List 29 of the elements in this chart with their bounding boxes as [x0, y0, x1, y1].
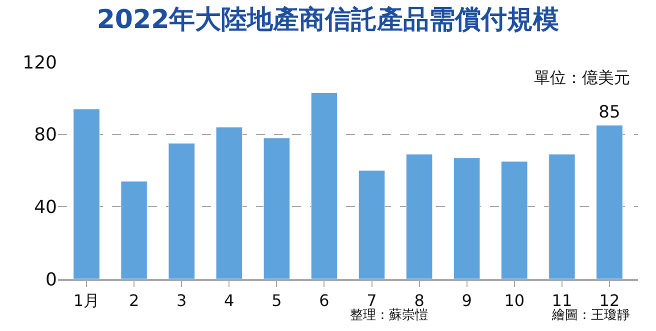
- x-tick-label: 1月: [73, 291, 100, 310]
- x-tick-label: 9: [462, 291, 472, 310]
- data-label: 85: [598, 102, 620, 122]
- bar: [168, 143, 195, 279]
- bar: [310, 92, 338, 279]
- x-tick-label: 4: [224, 291, 234, 310]
- text: 繪圖：王瓊靜: [551, 308, 630, 323]
- bar: [120, 181, 148, 279]
- y-tick-label: 80: [34, 124, 57, 146]
- x-tick-label: 3: [176, 291, 187, 310]
- bar: [216, 126, 242, 279]
- bar: [358, 170, 386, 279]
- x-tick-label: 10: [504, 291, 525, 310]
- bar: [548, 154, 576, 279]
- x-tick-label: 2: [128, 291, 140, 310]
- bar: [501, 161, 528, 279]
- x-tick-label: 6: [319, 291, 330, 310]
- y-tick-label: 40: [34, 196, 57, 218]
- bar: [406, 154, 433, 279]
- text: 整理：蘇崇愷: [350, 308, 428, 323]
- bar: [596, 125, 623, 279]
- bar: [73, 108, 100, 279]
- y-tick-label: 120: [22, 52, 57, 74]
- y-tick-label: 0: [46, 269, 57, 290]
- bar: [454, 158, 480, 279]
- x-tick-label: 5: [272, 291, 282, 310]
- chart-title: 2022年大陸地產商信託產品需償付規模: [96, 5, 560, 36]
- annotation: 單位：億美元: [534, 68, 630, 87]
- bar: [263, 138, 290, 279]
